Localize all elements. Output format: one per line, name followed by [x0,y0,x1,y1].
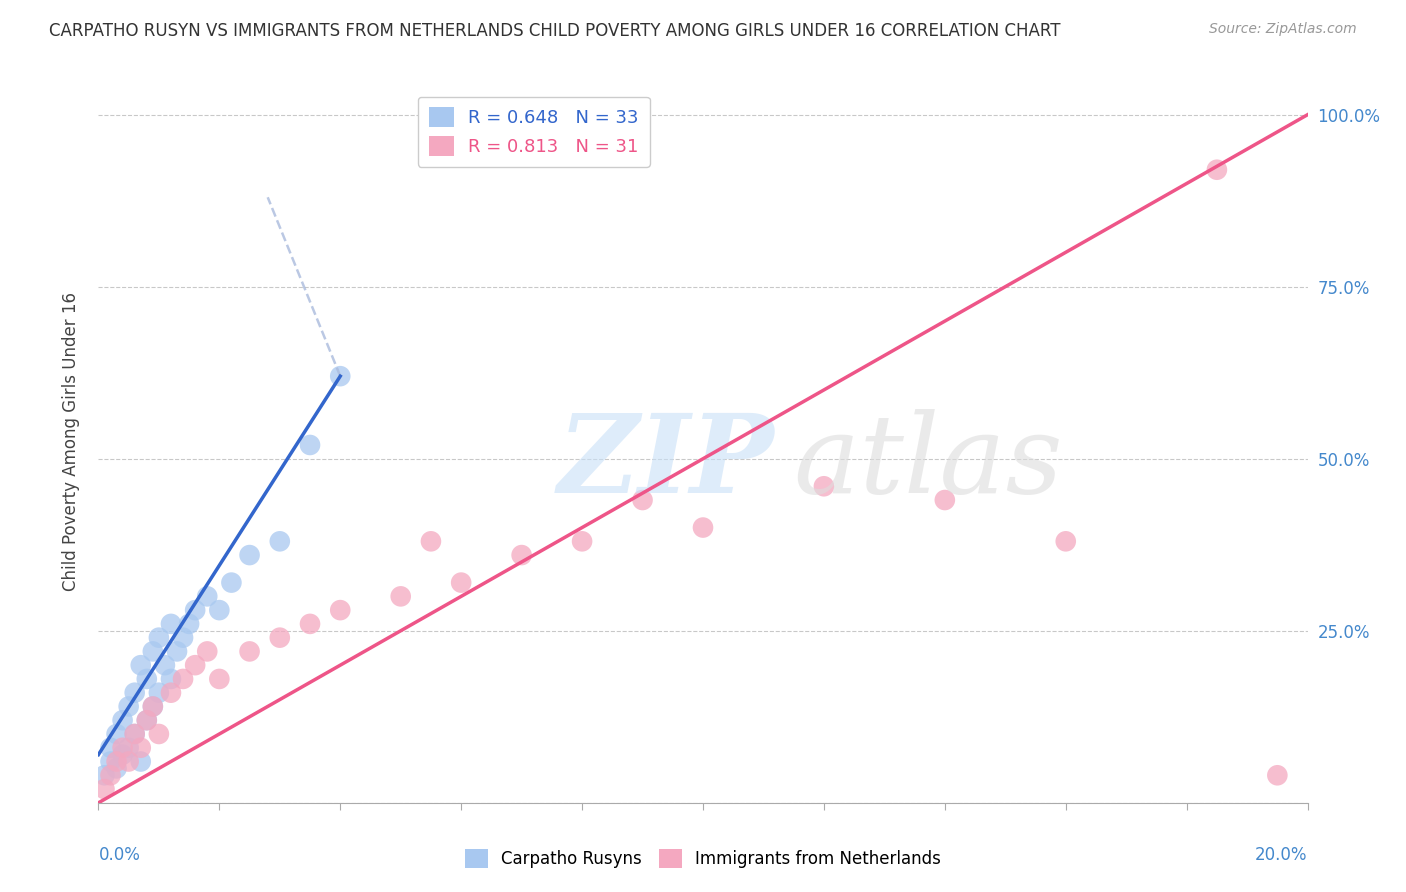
Point [148,631,170,645]
Point [124,686,146,700]
Text: CARPATHO RUSYN VS IMMIGRANTS FROM NETHERLANDS CHILD POVERTY AMONG GIRLS UNDER 16: CARPATHO RUSYN VS IMMIGRANTS FROM NETHER… [49,22,1060,40]
Point [208,603,231,617]
Point [142,699,165,714]
Point [179,616,201,631]
Point [93,768,115,782]
Point [129,755,152,769]
Point [631,493,654,508]
Point [184,658,207,673]
Point [239,644,262,658]
Point [692,520,714,534]
Point [166,644,188,658]
Point [299,616,322,631]
Point [813,479,835,493]
Point [160,616,183,631]
Point [118,740,141,755]
Point [148,727,170,741]
Point [124,727,146,741]
Point [105,727,128,741]
Point [239,548,262,562]
Point [299,438,322,452]
Point [135,713,157,727]
Point [148,686,170,700]
Point [142,699,165,714]
Point [160,686,183,700]
Point [124,727,146,741]
Point [129,658,152,673]
Text: 0.0%: 0.0% [98,847,141,864]
Legend: Carpatho Rusyns, Immigrants from Netherlands: Carpatho Rusyns, Immigrants from Netherl… [458,843,948,875]
Point [100,768,122,782]
Text: atlas: atlas [793,409,1063,517]
Point [1267,768,1289,782]
Point [153,658,176,673]
Point [129,740,152,755]
Point [1054,534,1077,549]
Text: ZIP: ZIP [558,409,775,517]
Point [195,644,218,658]
Point [221,575,243,590]
Point [934,493,956,508]
Text: 20.0%: 20.0% [1256,847,1308,864]
Point [172,672,194,686]
Point [329,603,352,617]
Point [172,631,194,645]
Point [100,740,122,755]
Point [135,672,157,686]
Point [93,782,115,797]
Point [184,603,207,617]
Point [195,590,218,604]
Point [329,369,352,384]
Point [105,755,128,769]
Point [1206,162,1229,177]
Point [135,713,157,727]
Y-axis label: Child Poverty Among Girls Under 16: Child Poverty Among Girls Under 16 [62,292,80,591]
Point [208,672,231,686]
Point [269,534,291,549]
Point [100,755,122,769]
Point [450,575,472,590]
Point [118,755,141,769]
Point [118,699,141,714]
Point [269,631,291,645]
Point [571,534,593,549]
Point [142,644,165,658]
Point [111,713,134,727]
Point [420,534,443,549]
Point [160,672,183,686]
Point [105,761,128,775]
Point [111,740,134,755]
Point [389,590,412,604]
Legend: R = 0.648   N = 33, R = 0.813   N = 31: R = 0.648 N = 33, R = 0.813 N = 31 [418,96,650,167]
Point [111,747,134,762]
Point [510,548,533,562]
Text: Source: ZipAtlas.com: Source: ZipAtlas.com [1209,22,1357,37]
